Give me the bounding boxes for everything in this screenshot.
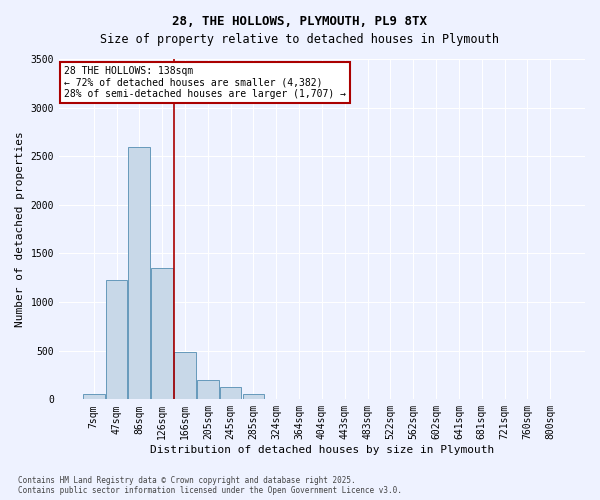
- Bar: [174, 352, 196, 400]
- X-axis label: Distribution of detached houses by size in Plymouth: Distribution of detached houses by size …: [150, 445, 494, 455]
- Text: Size of property relative to detached houses in Plymouth: Size of property relative to detached ho…: [101, 32, 499, 46]
- Bar: [83, 394, 104, 400]
- Bar: [128, 146, 150, 400]
- Bar: [220, 386, 241, 400]
- Text: 28 THE HOLLOWS: 138sqm
← 72% of detached houses are smaller (4,382)
28% of semi-: 28 THE HOLLOWS: 138sqm ← 72% of detached…: [64, 66, 346, 99]
- Bar: [106, 280, 127, 400]
- Text: 28, THE HOLLOWS, PLYMOUTH, PL9 8TX: 28, THE HOLLOWS, PLYMOUTH, PL9 8TX: [173, 15, 427, 28]
- Bar: [151, 268, 173, 400]
- Bar: [242, 394, 265, 400]
- Y-axis label: Number of detached properties: Number of detached properties: [15, 132, 25, 327]
- Bar: [197, 380, 218, 400]
- Text: Contains HM Land Registry data © Crown copyright and database right 2025.
Contai: Contains HM Land Registry data © Crown c…: [18, 476, 402, 495]
